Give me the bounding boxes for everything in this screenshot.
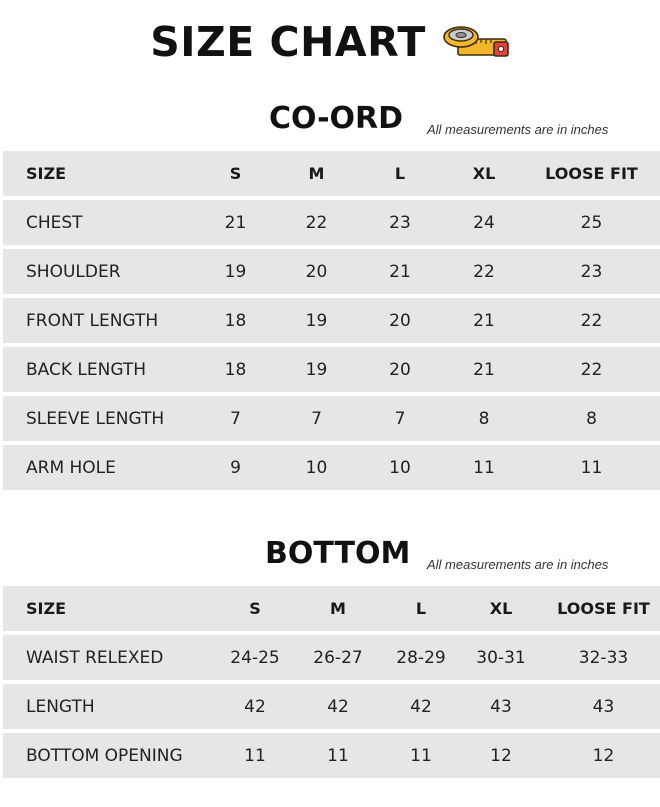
row-label: BACK LENGTH [3, 347, 193, 392]
row-label: BOTTOM OPENING [3, 733, 221, 778]
table-cell: 12 [547, 733, 660, 778]
column-header: LOOSE FIT [523, 151, 660, 196]
table-cell: 42 [387, 684, 455, 729]
column-header: S [221, 586, 289, 631]
table-cell: 11 [289, 733, 387, 778]
table-cell: 19 [278, 347, 355, 392]
column-header: XL [455, 586, 547, 631]
column-header: L [355, 151, 445, 196]
table-cell: 43 [547, 684, 660, 729]
bottom-measurement-note: All measurements are in inches [427, 557, 609, 572]
table-row: BOTTOM OPENING 11 11 11 12 12 [3, 733, 660, 778]
table-cell: 18 [193, 298, 278, 343]
column-header: XL [445, 151, 523, 196]
coord-heading: CO-ORD [269, 101, 404, 136]
table-cell: 7 [193, 396, 278, 441]
table-cell: 20 [355, 298, 445, 343]
row-label: CHEST [3, 200, 193, 245]
table-cell: 21 [193, 200, 278, 245]
table-cell: 42 [289, 684, 387, 729]
table-cell: 26-27 [289, 635, 387, 680]
table-cell: 8 [523, 396, 660, 441]
table-cell: 11 [445, 445, 523, 490]
table-cell: 23 [355, 200, 445, 245]
table-cell: 25 [523, 200, 660, 245]
column-header-size: SIZE [3, 151, 193, 196]
row-label: FRONT LENGTH [3, 298, 193, 343]
column-header: M [289, 586, 387, 631]
row-label: LENGTH [3, 684, 221, 729]
table-cell: 22 [523, 298, 660, 343]
row-label: ARM HOLE [3, 445, 193, 490]
row-label: SLEEVE LENGTH [3, 396, 193, 441]
table-cell: 8 [445, 396, 523, 441]
table-row: BACK LENGTH 18 19 20 21 22 [3, 347, 660, 392]
table-cell: 22 [523, 347, 660, 392]
table-row: SHOULDER 19 20 21 22 23 [3, 249, 660, 294]
table-row: ARM HOLE 9 10 10 11 11 [3, 445, 660, 490]
column-header: LOOSE FIT [547, 586, 660, 631]
table-cell: 7 [278, 396, 355, 441]
table-cell: 10 [355, 445, 445, 490]
bottom-section-header: BOTTOM All measurements are in inches [0, 536, 660, 580]
page-header: SIZE CHART [0, 18, 660, 66]
table-cell: 20 [278, 249, 355, 294]
measuring-tape-icon [443, 26, 509, 57]
table-cell: 22 [445, 249, 523, 294]
table-cell: 30-31 [455, 635, 547, 680]
table-row: LENGTH 42 42 42 43 43 [3, 684, 660, 729]
bottom-heading: BOTTOM [265, 536, 411, 571]
table-cell: 19 [193, 249, 278, 294]
column-header: M [278, 151, 355, 196]
table-cell: 9 [193, 445, 278, 490]
table-cell: 24-25 [221, 635, 289, 680]
row-label: WAIST RELEXED [3, 635, 221, 680]
table-cell: 11 [387, 733, 455, 778]
table-cell: 10 [278, 445, 355, 490]
table-cell: 11 [523, 445, 660, 490]
column-header: S [193, 151, 278, 196]
table-row: FRONT LENGTH 18 19 20 21 22 [3, 298, 660, 343]
column-header-size: SIZE [3, 586, 221, 631]
table-cell: 24 [445, 200, 523, 245]
table-row: SLEEVE LENGTH 7 7 7 8 8 [3, 396, 660, 441]
table-cell: 28-29 [387, 635, 455, 680]
table-cell: 21 [355, 249, 445, 294]
page-title: SIZE CHART [150, 18, 426, 66]
coord-measurement-note: All measurements are in inches [427, 122, 609, 137]
table-cell: 22 [278, 200, 355, 245]
coord-size-table: SIZE S M L XL LOOSE FIT CHEST 21 22 23 24 25 SHOULD… [3, 147, 660, 494]
table-cell: 18 [193, 347, 278, 392]
table-cell: 11 [221, 733, 289, 778]
table-cell: 23 [523, 249, 660, 294]
coord-section-header: CO-ORD All measurements are in inches [0, 101, 660, 145]
column-header: L [387, 586, 455, 631]
table-cell: 43 [455, 684, 547, 729]
table-header-row: SIZE S M L XL LOOSE FIT [3, 586, 660, 631]
table-row: CHEST 21 22 23 24 25 [3, 200, 660, 245]
table-cell: 12 [455, 733, 547, 778]
table-cell: 21 [445, 298, 523, 343]
table-cell: 20 [355, 347, 445, 392]
row-label: SHOULDER [3, 249, 193, 294]
table-cell: 19 [278, 298, 355, 343]
table-cell: 42 [221, 684, 289, 729]
table-cell: 21 [445, 347, 523, 392]
table-row: WAIST RELEXED 24-25 26-27 28-29 30-31 32-33 [3, 635, 660, 680]
table-cell: 32-33 [547, 635, 660, 680]
bottom-size-table: SIZE S M L XL LOOSE FIT WAIST RELEXED 24-25 26-… [3, 582, 660, 782]
table-cell: 7 [355, 396, 445, 441]
table-header-row: SIZE S M L XL LOOSE FIT [3, 151, 660, 196]
